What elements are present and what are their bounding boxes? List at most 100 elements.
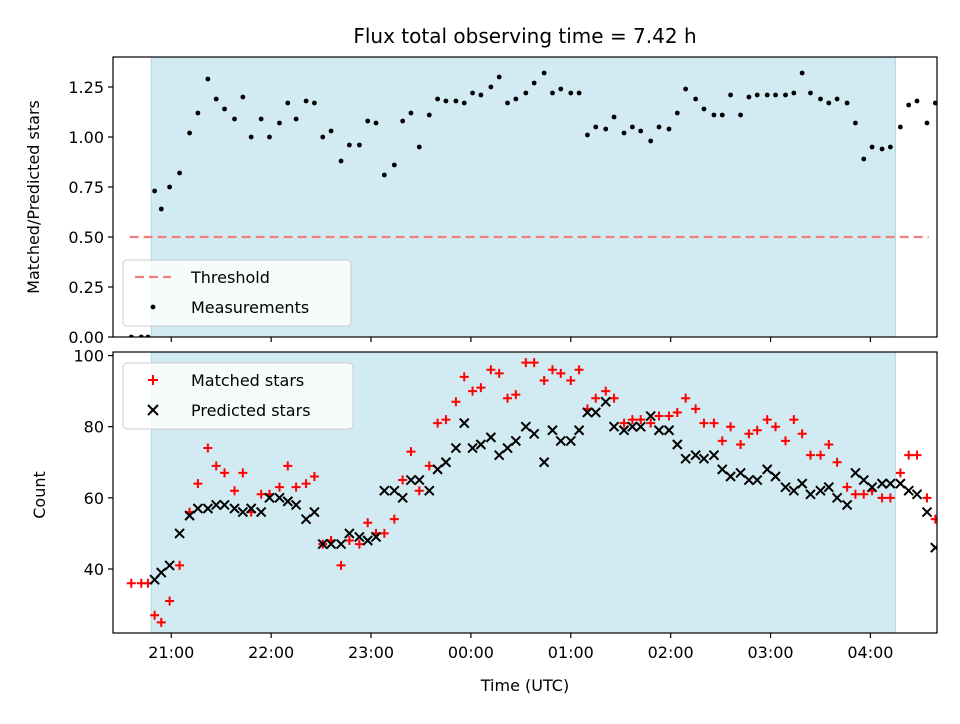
top-dot-point-65: [702, 107, 707, 112]
top-dot-point-53: [593, 125, 598, 130]
bottom-y-tick-label-2: 80: [84, 418, 104, 437]
top-dot-point-36: [444, 99, 449, 104]
top-dot-point-16: [267, 135, 272, 140]
x-tick-label-4: 01:00: [548, 643, 594, 662]
top-dot-point-56: [622, 131, 627, 136]
top-dot-point-38: [462, 101, 467, 106]
top-dot-point-17: [277, 121, 282, 126]
top-dot-point-61: [667, 127, 672, 132]
top-dot-point-62: [675, 111, 680, 116]
ratio-panel: 0.000.250.500.751.001.25ThresholdMeasure…: [68, 57, 960, 347]
top-dot-point-79: [826, 101, 831, 106]
top-dot-point-3: [152, 189, 157, 194]
top-dot-point-14: [249, 135, 254, 140]
top-dot-point-71: [755, 93, 760, 98]
chart-title: Flux total observing time = 7.42 h: [353, 24, 696, 48]
top-dot-point-10: [214, 97, 219, 102]
top-dot-point-9: [205, 77, 210, 82]
x-tick-label-2: 23:00: [348, 643, 394, 662]
top-dot-point-68: [728, 93, 733, 98]
top-dot-point-74: [783, 93, 788, 98]
top-dot-point-48: [550, 91, 555, 96]
top-dot-point-89: [915, 99, 920, 104]
top-dot-point-47: [542, 71, 547, 76]
top-dot-point-8: [195, 111, 200, 116]
bottom-y-tick-label-3: 100: [73, 347, 104, 366]
top-dot-point-44: [513, 97, 518, 102]
bottom-y-tick-label-0: 40: [84, 560, 104, 579]
top-dot-point-76: [800, 71, 805, 76]
top-dot-point-35: [435, 97, 440, 102]
top-dot-point-83: [861, 157, 866, 162]
top-y-axis-label: Matched/Predicted stars: [24, 100, 43, 294]
top-y-tick-label-3: 0.75: [68, 178, 104, 197]
top-dot-point-19: [294, 117, 299, 122]
top-dot-point-43: [505, 101, 510, 106]
top-dot-point-81: [845, 101, 850, 106]
top-dot-point-54: [603, 127, 608, 132]
top-dot-point-41: [488, 85, 493, 90]
x-tick-label-5: 02:00: [648, 643, 694, 662]
top-dot-point-30: [392, 163, 397, 168]
top-dot-point-22: [320, 135, 325, 140]
top-dot-point-50: [568, 91, 573, 96]
top-dot-point-27: [365, 119, 370, 124]
x-tick-label-3: 00:00: [448, 643, 494, 662]
top-dot-point-42: [497, 75, 502, 80]
top-dot-point-46: [532, 81, 537, 86]
top-dot-point-60: [657, 125, 662, 130]
top-y-tick-label-1: 0.25: [68, 278, 104, 297]
top-dot-point-4: [159, 207, 164, 212]
top-dot-point-18: [285, 101, 290, 106]
top-dot-point-33: [417, 145, 422, 150]
bottom-y-tick-label-1: 60: [84, 489, 104, 508]
top-dot-point-64: [693, 97, 698, 102]
top-dot-point-59: [648, 139, 653, 144]
top-dot-point-58: [638, 129, 643, 134]
bottom-legend-0-label: Matched stars: [191, 371, 304, 390]
top-dot-point-21: [312, 101, 317, 106]
top-dot-point-11: [222, 107, 227, 112]
top-dot-point-86: [888, 145, 893, 150]
top-dot-point-25: [347, 143, 352, 148]
top-dot-point-72: [765, 93, 770, 98]
top-dot-point-31: [400, 119, 405, 124]
top-dot-point-12: [232, 117, 237, 122]
top-dot-point-15: [259, 117, 264, 122]
x-axis-label: Time (UTC): [480, 676, 569, 695]
top-dot-point-78: [818, 97, 823, 102]
top-dot-point-90: [925, 121, 930, 126]
top-dot-point-29: [382, 173, 387, 178]
top-dot-point-6: [177, 171, 182, 176]
top-dot-point-26: [357, 143, 362, 148]
top-dot-point-51: [577, 91, 582, 96]
top-dot-point-70: [746, 95, 751, 100]
top-dot-point-63: [683, 87, 688, 92]
top-dot-point-80: [835, 97, 840, 102]
bottom-legend-1-label: Predicted stars: [191, 401, 311, 420]
x-tick-label-0: 21:00: [148, 643, 194, 662]
top-dot-point-28: [374, 121, 379, 126]
top-dot-point-73: [773, 93, 778, 98]
top-dot-point-32: [409, 111, 414, 116]
top-dot-point-67: [720, 113, 725, 118]
top-dot-point-40: [478, 93, 483, 98]
top-dot-point-77: [808, 91, 813, 96]
top-dot-point-34: [427, 113, 432, 118]
bottom-y-axis-label: Count: [30, 471, 49, 519]
top-dot-point-45: [523, 91, 528, 96]
top-dot-point-57: [630, 125, 635, 130]
top-legend-0-label: Threshold: [190, 268, 270, 287]
x-tick-label-7: 04:00: [847, 643, 893, 662]
top-dot-point-82: [853, 121, 858, 126]
top-dot-point-85: [880, 147, 885, 152]
top-dot-point-39: [470, 91, 475, 96]
top-y-tick-label-0: 0.00: [68, 328, 104, 347]
top-dot-point-66: [712, 113, 717, 118]
top-dot-point-24: [339, 159, 344, 164]
x-tick-label-6: 03:00: [747, 643, 793, 662]
top-y-tick-label-5: 1.25: [68, 78, 104, 97]
top-dot-point-5: [167, 185, 172, 190]
